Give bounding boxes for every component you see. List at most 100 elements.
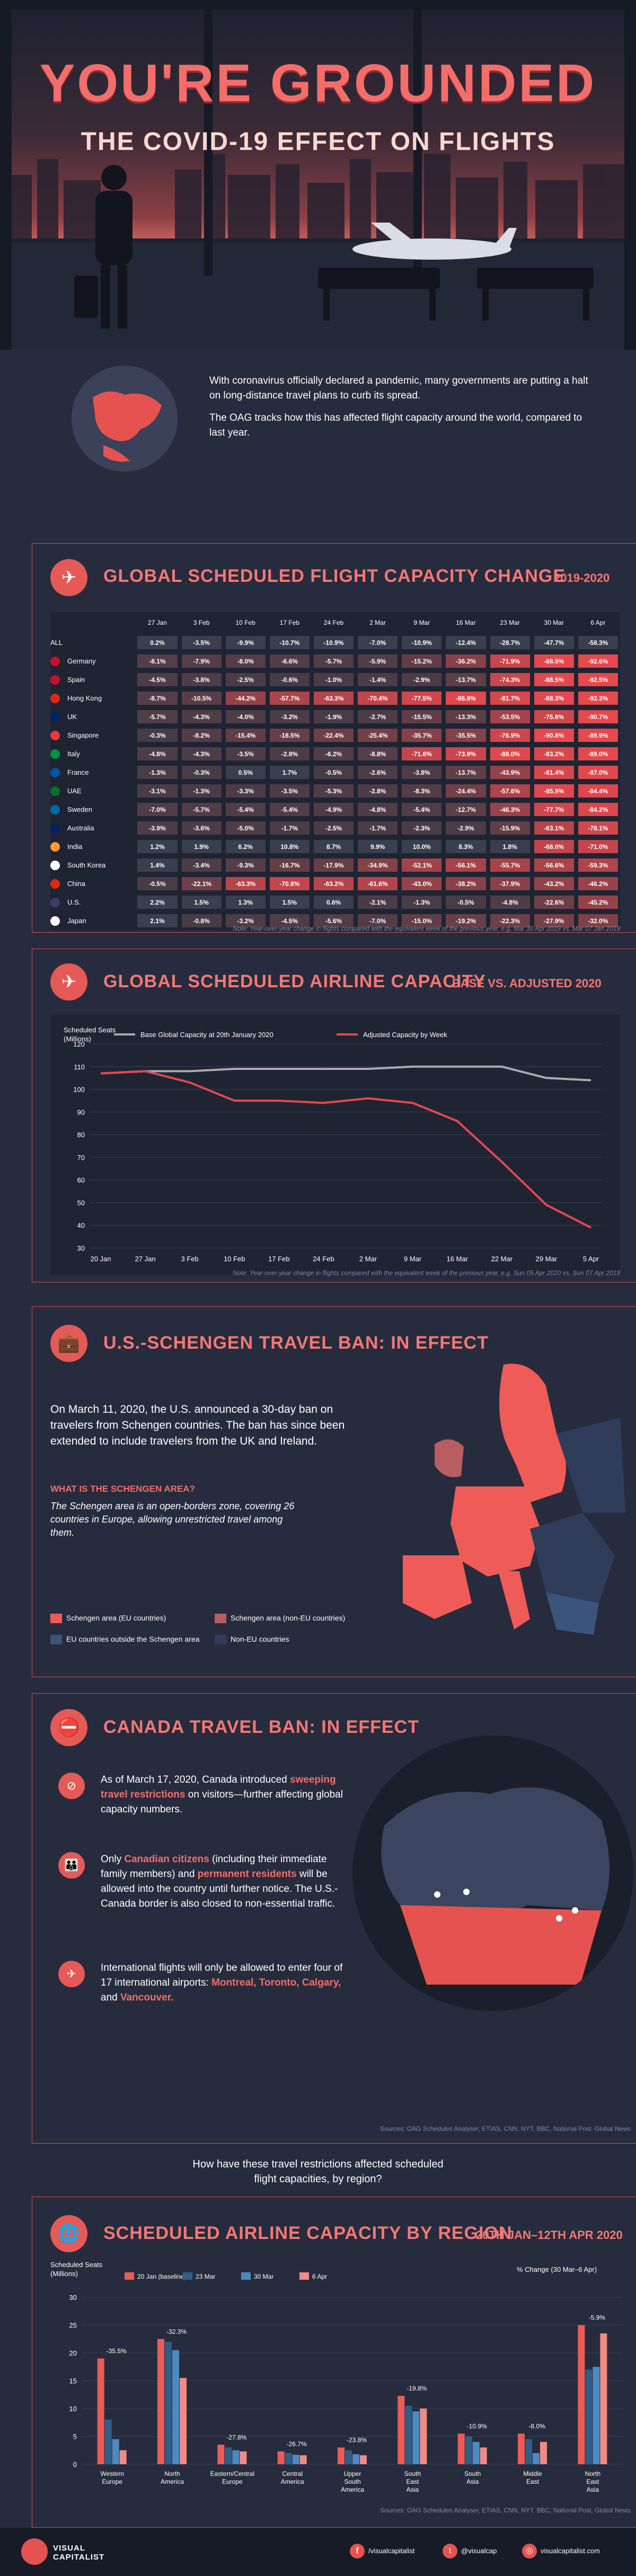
- table-cell: -5.4%: [402, 803, 442, 816]
- table-cell: -47.7%: [534, 636, 574, 649]
- legend-swatch: [241, 2272, 251, 2280]
- table-cell: -43.2%: [534, 877, 574, 890]
- bar: [119, 2450, 127, 2464]
- row-label: Sweden: [50, 804, 135, 815]
- table-cell: -87.0%: [578, 766, 618, 779]
- bar: [352, 2454, 359, 2464]
- facebook-icon[interactable]: f: [350, 2544, 365, 2559]
- row-label: Japan: [50, 916, 135, 926]
- table-cell: -16.7%: [269, 858, 310, 872]
- table-cell: -4.8%: [490, 896, 530, 909]
- table-cell: -1.4%: [358, 673, 398, 686]
- table-row: Spain -4.5% -3.8% -2.5% -0.6% -1.0% -1.4% -2.9%…: [50, 670, 620, 689]
- table-header: 27 Jan 3 Feb 10 Feb 17 Feb 24 Feb 2 Mar 9 Mar 1…: [50, 612, 620, 633]
- column-header: 24 Feb: [323, 619, 344, 626]
- bar-chart-pct-label: % Change (30 Mar–6 Apr): [517, 2265, 597, 2273]
- bar: [180, 2378, 187, 2464]
- pct-change-label: -10.9%: [467, 2422, 487, 2430]
- table-cell: -89.9%: [578, 729, 618, 742]
- table-cell: -3.6%: [181, 821, 222, 835]
- facebook-link[interactable]: /visualcapitalist: [368, 2547, 415, 2555]
- bar: [225, 2447, 232, 2464]
- table-row: Germany -8.1% -7.9% -8.0% -6.6% -5.7% -5.9% -15…: [50, 652, 620, 670]
- row-label: Italy: [50, 749, 135, 759]
- table-cell: -2.5%: [313, 821, 354, 835]
- y-tick-label: 30: [69, 2294, 77, 2301]
- table-cell: 10.0%: [402, 840, 442, 853]
- flag-icon: [50, 786, 60, 796]
- table-cell: -15.5%: [402, 710, 442, 723]
- column-header: 10 Feb: [235, 619, 255, 626]
- y-tick-label: 50: [77, 1199, 85, 1207]
- table-cell: -71.6%: [402, 747, 442, 760]
- table-cell: 9.9%: [358, 840, 398, 853]
- table-cell: 2.1%: [137, 914, 178, 927]
- table-cell: -58.3%: [578, 636, 618, 649]
- table-cell: -18.5%: [269, 729, 310, 742]
- x-tick-label: North: [164, 2470, 180, 2477]
- table-cell: 1.5%: [269, 896, 310, 909]
- table-cell: -37.9%: [490, 877, 530, 890]
- plane-circle-icon: ✈: [50, 963, 87, 1001]
- row-label: ALL: [50, 639, 135, 647]
- legend-label: 23 Mar: [196, 2273, 215, 2280]
- twitter-icon[interactable]: t: [443, 2544, 457, 2559]
- table-cell: -24.4%: [446, 784, 486, 798]
- table-cell: -15.2%: [402, 654, 442, 668]
- pct-change-label: -8.0%: [528, 2422, 545, 2430]
- pct-change-label: -27.8%: [226, 2433, 246, 2441]
- table-cell: -90.7%: [578, 710, 618, 723]
- table-cell: -83.2%: [534, 747, 574, 760]
- table-cell: -22.3%: [490, 914, 530, 927]
- flag-icon: [50, 897, 60, 907]
- line-chart-background: [50, 1015, 620, 1274]
- bar: [217, 2445, 225, 2464]
- x-tick-label: 9 Mar: [404, 1255, 422, 1263]
- table-cell: -8.7%: [137, 692, 178, 705]
- bar: [465, 2436, 472, 2464]
- table-cell: -2.9%: [402, 673, 442, 686]
- section5-subtitle: 20TH JAN–12TH APR 2020: [476, 2228, 623, 2242]
- legend-swatch: [125, 2272, 134, 2280]
- table-cell: 1.9%: [181, 840, 222, 853]
- table-cell: -63.3%: [225, 877, 266, 890]
- x-tick-label: 24 Feb: [313, 1255, 334, 1263]
- column-header: 3 Feb: [193, 619, 210, 626]
- table-cell: 0.6%: [313, 896, 354, 909]
- x-tick-label: Eastern/Central: [210, 2470, 254, 2477]
- capacity-change-table: 27 Jan 3 Feb 10 Feb 17 Feb 24 Feb 2 Mar 9 Mar 1…: [50, 612, 620, 930]
- table-cell: 10.8%: [269, 840, 310, 853]
- table-cell: -3.2%: [269, 710, 310, 723]
- x-tick-label: East: [586, 2478, 599, 2485]
- row-label: India: [50, 842, 135, 852]
- table-cell: -13.7%: [446, 673, 486, 686]
- flag-icon: [50, 749, 60, 759]
- website-icon[interactable]: ◎: [522, 2544, 537, 2559]
- x-tick-label: North: [585, 2470, 600, 2477]
- table-cell: -3.2%: [225, 914, 266, 927]
- suitcase-icon: 💼: [50, 1325, 87, 1362]
- flag-icon: [50, 693, 60, 703]
- x-tick-label: America: [161, 2478, 184, 2485]
- page-title: YOU'RE GROUNDED: [39, 54, 597, 113]
- table-cell: -3.8%: [402, 766, 442, 779]
- twitter-link[interactable]: @visualcap: [461, 2547, 497, 2555]
- table-cell: -8.3%: [402, 784, 442, 798]
- series-line-0: [100, 1065, 591, 1082]
- table-cell: -8.0%: [225, 654, 266, 668]
- bar: [157, 2339, 164, 2464]
- table-cell: -1.3%: [181, 784, 222, 798]
- bar: [232, 2450, 240, 2464]
- table-cell: -5.6%: [313, 914, 354, 927]
- website-link[interactable]: visualcapitalist.com: [541, 2547, 600, 2555]
- table-cell: -63.3%: [313, 692, 354, 705]
- canada-map: [352, 1736, 633, 2011]
- legend-item: EU countries outside the Schengen area: [50, 1635, 199, 1645]
- section-canada: [32, 1693, 636, 2144]
- table-cell: -3.3%: [225, 784, 266, 798]
- hero-banner: YOU'RE GROUNDED THE COVID-19 EFFECT ON F…: [0, 0, 636, 350]
- table-cell: -3.5%: [225, 747, 266, 760]
- table-cell: -1.3%: [402, 896, 442, 909]
- row-label: China: [50, 879, 135, 889]
- table-cell: -4.5%: [137, 673, 178, 686]
